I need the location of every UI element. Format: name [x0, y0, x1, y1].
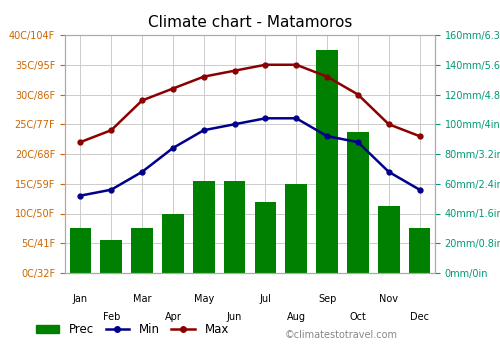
Text: Aug: Aug — [287, 312, 306, 322]
Legend: Prec, Min, Max: Prec, Min, Max — [31, 318, 234, 341]
Title: Climate chart - Matamoros: Climate chart - Matamoros — [148, 15, 352, 30]
Bar — [316, 50, 338, 273]
Bar — [70, 229, 91, 273]
Bar — [254, 202, 276, 273]
Text: May: May — [194, 294, 214, 304]
Text: Jun: Jun — [227, 312, 242, 322]
Bar — [224, 181, 246, 273]
Text: Sep: Sep — [318, 294, 336, 304]
Text: Apr: Apr — [164, 312, 182, 322]
Text: Dec: Dec — [410, 312, 429, 322]
Text: Feb: Feb — [102, 312, 120, 322]
Text: Jul: Jul — [260, 294, 272, 304]
Text: ©climatestotravel.com: ©climatestotravel.com — [285, 329, 398, 340]
Bar — [100, 240, 122, 273]
Bar — [347, 132, 368, 273]
Text: Nov: Nov — [380, 294, 398, 304]
Bar — [286, 184, 307, 273]
Bar — [132, 229, 153, 273]
Bar — [162, 214, 184, 273]
Text: Jan: Jan — [73, 294, 88, 304]
Bar — [378, 206, 400, 273]
Bar — [193, 181, 214, 273]
Bar — [409, 229, 430, 273]
Text: Oct: Oct — [350, 312, 366, 322]
Text: Mar: Mar — [133, 294, 152, 304]
